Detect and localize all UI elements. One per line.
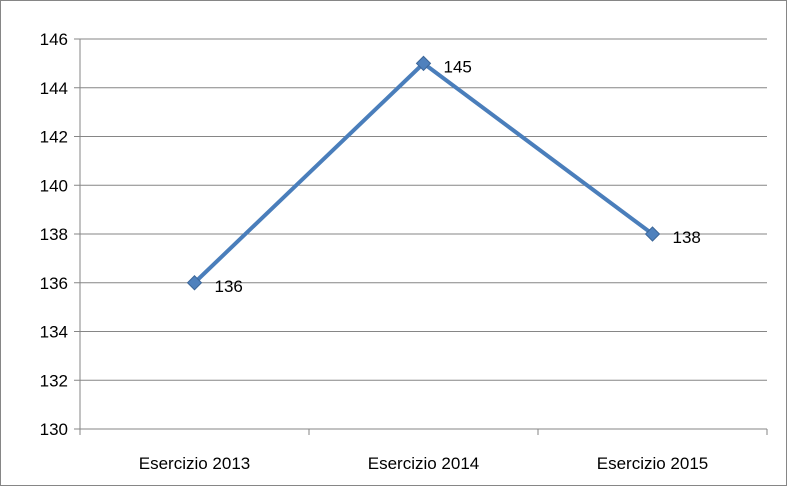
y-tick-label: 146 [40,30,68,49]
x-tick-label: Esercizio 2014 [368,454,480,473]
data-point-marker [186,275,203,291]
data-label: 136 [215,277,243,296]
y-tick-label: 136 [40,274,68,293]
x-tick-label: Esercizio 2015 [597,454,709,473]
data-label: 138 [673,228,701,247]
gridlines [80,38,767,381]
data-labels: 136 145 138 [215,57,701,295]
series-line [193,61,654,285]
series-markers [186,55,661,291]
y-tick-label: 144 [40,79,68,98]
axes [74,38,768,435]
y-tick-label: 132 [40,371,68,390]
data-label: 145 [444,57,472,76]
series-line-0 [193,61,654,285]
data-point-marker [415,55,432,72]
y-tick-label: 142 [40,128,68,147]
x-tick-label: Esercizio 2013 [139,454,251,473]
y-tick-label: 138 [40,225,68,244]
y-axis-tick-labels: 130 132 134 136 138 140 142 144 146 [40,30,68,439]
x-axis-tick-labels: Esercizio 2013 Esercizio 2014 Esercizio 20… [139,454,709,473]
y-tick-label: 134 [40,323,68,342]
y-tick-label: 140 [40,176,68,195]
data-point-marker [644,226,661,242]
y-tick-label: 130 [40,420,68,439]
